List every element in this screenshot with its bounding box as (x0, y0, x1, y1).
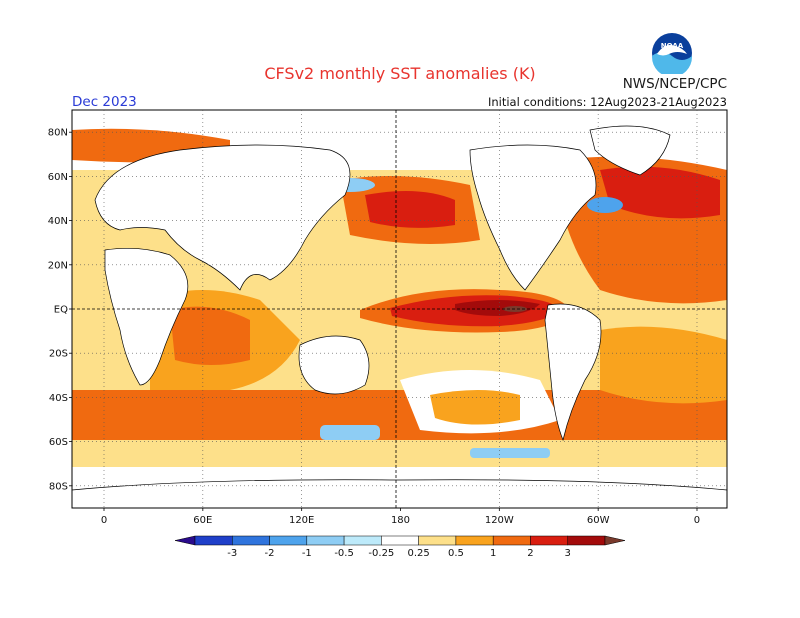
lat-label: 40S (49, 393, 68, 404)
colorbar-swatch (381, 535, 419, 546)
colorbar-min-arrow (174, 535, 196, 546)
lon-label: 0 (694, 515, 700, 526)
colorbar-swatch (232, 535, 270, 546)
colorbar-label: 0.5 (448, 548, 464, 559)
forecast-month: Dec 2023 (72, 94, 137, 110)
organization-label: NWS/NCEP/CPC (622, 76, 727, 92)
colorbar-swatch (269, 535, 308, 546)
latitude-labels: 80N 60N 40N 20N EQ 20S 40S 60S 80S (48, 128, 72, 492)
lon-label: 180 (391, 515, 410, 526)
colorbar-label: -0.25 (368, 548, 394, 559)
lat-label: 20S (49, 349, 68, 360)
labrador-sea-cool (587, 197, 623, 213)
colorbar-swatch (492, 535, 531, 546)
colorbar-label: -0.5 (334, 548, 354, 559)
colorbar-swatch (418, 535, 457, 546)
chart-title: CFSv2 monthly SST anomalies (K) (264, 64, 536, 83)
lon-label: 60E (193, 515, 212, 526)
colorbar-swatch (455, 535, 494, 546)
colorbar-max-arrow (604, 535, 626, 546)
south-atlantic-anomaly (600, 326, 727, 404)
southern-ocean-band (72, 390, 727, 440)
lat-label: EQ (54, 305, 68, 316)
lon-label: 0 (101, 515, 107, 526)
noaa-logo-icon: NOAA (651, 32, 693, 74)
continents (72, 125, 727, 508)
colorbar-swatch (306, 535, 345, 546)
longitude-labels: 0 60E 120E 180 120W 60W 0 (101, 508, 700, 526)
colorbar-swatch (530, 535, 568, 546)
logo-text: NOAA (661, 42, 684, 50)
initial-conditions-label: Initial conditions: 12Aug2023-21Aug2023 (487, 95, 727, 109)
colorbar-label: 1 (490, 548, 496, 559)
lat-label: 60S (49, 437, 68, 448)
lon-label: 120W (485, 515, 514, 526)
colorbar-label: 3 (565, 548, 571, 559)
colorbar-label: -3 (227, 548, 237, 559)
colorbar-label: -2 (265, 548, 275, 559)
colorbar-label: 2 (527, 548, 533, 559)
lat-label: 40N (48, 216, 68, 227)
colorbar-swatch (194, 535, 233, 546)
lon-label: 60W (587, 515, 610, 526)
lat-label: 80N (48, 128, 68, 139)
lat-label: 80S (49, 481, 68, 492)
colorbar: -3 -2 -1 -0.5 -0.25 0.25 0.5 1 2 3 (174, 535, 626, 559)
lat-label: 60N (48, 172, 68, 183)
colorbar-label: -1 (302, 548, 312, 559)
colorbar-swatch (567, 535, 606, 546)
lon-label: 120E (289, 515, 314, 526)
colorbar-label: 0.25 (408, 548, 430, 559)
colorbar-swatch (343, 535, 382, 546)
lat-label: 20N (48, 260, 68, 271)
